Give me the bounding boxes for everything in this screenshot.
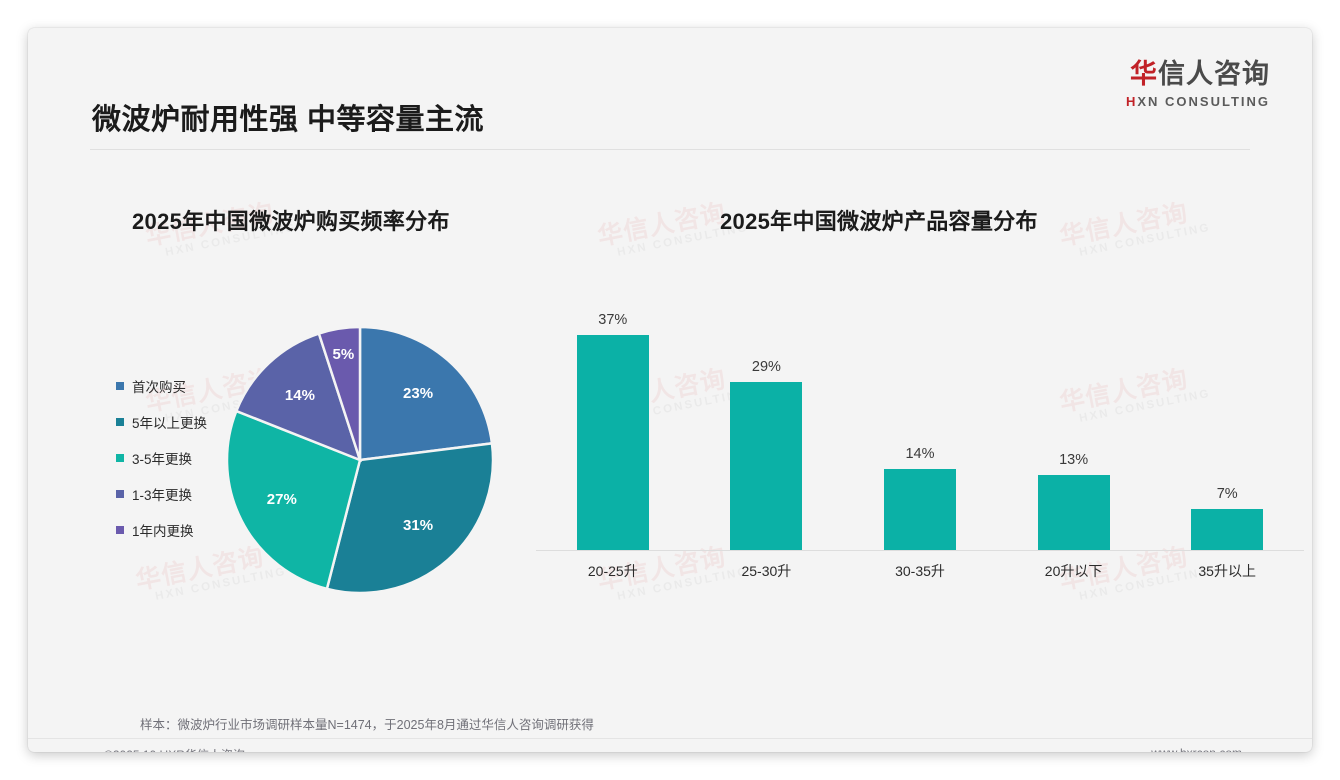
pie-legend: 首次购买 5年以上更换 3-5年更换 1-3年更换 1年内更换 (116, 368, 236, 548)
legend-swatch-icon (116, 454, 124, 462)
pie-chart-title: 2025年中国微波炉购买频率分布 (132, 209, 450, 234)
pie-chart-svg: 23% 31% 27% 14% 5% (225, 325, 495, 595)
logo-accent-char: 华 (1130, 59, 1158, 89)
pie-slice-label: 5% (333, 346, 355, 363)
bar-column: 13% 20升以下 (1037, 452, 1110, 579)
legend-swatch-icon (116, 418, 124, 426)
bar-category-label: 20-25升 (587, 563, 638, 579)
header-divider (90, 149, 1250, 150)
company-logo: 华信人咨询 HXN CONSULTING (1126, 61, 1270, 109)
bar-chart: 37% 20-25升 29% 25-30升 14% 30-35升 13% 20升以下 7% 35升… (528, 278, 1308, 588)
legend-item[interactable]: 1-3年更换 (116, 476, 236, 512)
bar-value-label: 14% (905, 446, 935, 462)
legend-item-label: 3-5年更换 (132, 452, 193, 467)
watermark: 华信人咨询 HXN CONSULTING (1057, 196, 1212, 263)
bar-rect[interactable]: 29% (730, 359, 803, 550)
legend-item-label: 1年内更换 (132, 524, 194, 539)
logo-english-text: HXN CONSULTING (1126, 95, 1270, 108)
bar-category-label: 25-30升 (741, 563, 792, 579)
logo-en-accent-char: H (1125, 94, 1138, 109)
legend-swatch-icon (116, 382, 124, 390)
website-url: www.hxrcon.com (1151, 746, 1242, 752)
logo-chinese-text: 华信人咨询 (1126, 61, 1270, 88)
logo-rest-chars: 信人咨询 (1158, 59, 1270, 89)
copyright-text: ©2025.10 HXR华信人咨询 (104, 746, 245, 752)
legend-swatch-icon (116, 526, 124, 534)
legend-item[interactable]: 1年内更换 (116, 512, 236, 548)
bar-rect[interactable]: 14% (884, 446, 956, 550)
bar-value-label: 13% (1059, 452, 1089, 468)
legend-swatch-icon (116, 490, 124, 498)
bar-column: 37% 20-25升 (576, 312, 649, 579)
pie-slice-label: 14% (285, 387, 315, 404)
pie-slice-label: 23% (403, 385, 433, 402)
bar-rect[interactable]: 37% (576, 312, 649, 550)
bar-rect[interactable]: 7% (1191, 486, 1264, 550)
pie-slice-label: 27% (267, 491, 297, 508)
bar-chart-title: 2025年中国微波炉产品容量分布 (720, 209, 1038, 234)
footer-divider (28, 738, 1312, 739)
legend-item[interactable]: 3-5年更换 (116, 440, 236, 476)
bar-column: 29% 25-30升 (730, 359, 803, 579)
pie-slice-label: 31% (403, 517, 433, 534)
logo-en-rest-chars: XN CONSULTING (1137, 94, 1270, 109)
pie-slice[interactable] (317, 325, 362, 461)
legend-item[interactable]: 5年以上更换 (116, 404, 236, 440)
legend-item-label: 首次购买 (132, 380, 186, 395)
page-title: 微波炉耐用性强 中等容量主流 (92, 104, 485, 136)
bar-rect[interactable]: 13% (1037, 452, 1110, 550)
bar-category-label: 20升以下 (1044, 563, 1103, 579)
bar-category-label: 35升以上 (1198, 563, 1256, 579)
pie-slice[interactable] (225, 409, 362, 591)
pie-slice[interactable] (325, 441, 495, 595)
bar-column: 14% 30-35升 (884, 446, 956, 579)
pie-slice[interactable] (358, 325, 494, 462)
slide-card: 华信人咨询 HXN CONSULTING 华信人咨询 HXN CONSULTIN… (28, 28, 1312, 752)
legend-item-label: 5年以上更换 (132, 416, 208, 431)
bar-value-label: 37% (598, 312, 628, 328)
legend-item[interactable]: 首次购买 (116, 368, 236, 404)
legend-item-label: 1-3年更换 (132, 488, 193, 503)
bar-chart-axis-line (536, 550, 1304, 551)
bar-column: 7% 35升以上 (1191, 486, 1264, 579)
watermark-cn: 华信人咨询 (1057, 198, 1191, 252)
bar-category-label: 30-35升 (895, 563, 945, 579)
pie-chart: 23% 31% 27% 14% 5% (224, 324, 496, 596)
bar-value-label: 7% (1216, 486, 1238, 502)
bar-value-label: 29% (751, 359, 781, 375)
watermark-en: HXN CONSULTING (1078, 221, 1212, 260)
sample-note: 样本：微波炉行业市场调研样本量N=1474，于2025年8月通过华信人咨询调研获… (140, 718, 594, 732)
